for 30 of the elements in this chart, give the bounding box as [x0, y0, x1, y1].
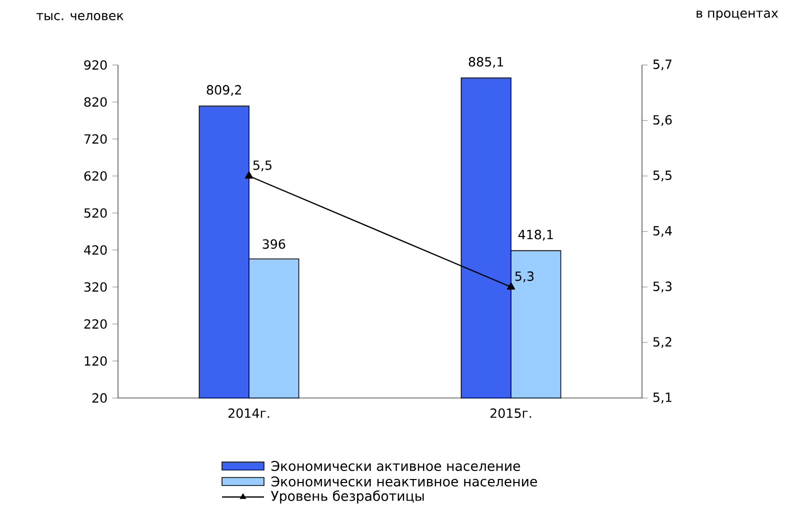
legend-label: Экономически неактивное население [271, 476, 537, 487]
y-tick-label: 820 [84, 97, 107, 107]
y2-tick-label: 5,1 [653, 392, 672, 404]
y-tick-label: 220 [84, 319, 107, 329]
y2-axis-title: в процентах [696, 10, 778, 20]
legend-label: Экономически активное население [271, 460, 520, 472]
y2-tick-label: 5,7 [653, 60, 672, 70]
x-tick-label: 2014г. [228, 408, 270, 418]
data-label: 5,5 [253, 160, 272, 172]
data-label: 396 [262, 239, 286, 249]
y-tick-label: 20 [92, 393, 107, 403]
data-label: 885,1 [468, 56, 504, 68]
y2-tick-label: 5,5 [653, 170, 672, 182]
x-tick-label: 2015г. [490, 408, 532, 418]
y-tick-label: 520 [84, 208, 107, 218]
y2-tick-label: 5,2 [653, 337, 672, 348]
y2-tick-label: 5,6 [653, 115, 672, 126]
y-tick-label: 420 [84, 245, 107, 255]
data-label: 809,2 [206, 85, 241, 96]
data-label: 5,3 [515, 271, 534, 282]
data-label: 418,1 [518, 230, 553, 241]
y-tick-label: 920 [84, 60, 107, 70]
y-tick-label: 720 [84, 134, 107, 144]
y2-tick-label: 5,4 [653, 226, 672, 237]
y-tick-label: 120 [84, 356, 107, 366]
y2-tick-label: 5,3 [653, 282, 672, 292]
y-tick-label: 620 [84, 171, 107, 181]
y-axis-title: тыс. человек [36, 13, 124, 20]
y-tick-label: 320 [84, 282, 107, 292]
legend-label: Уровень безработицы [270, 490, 424, 504]
